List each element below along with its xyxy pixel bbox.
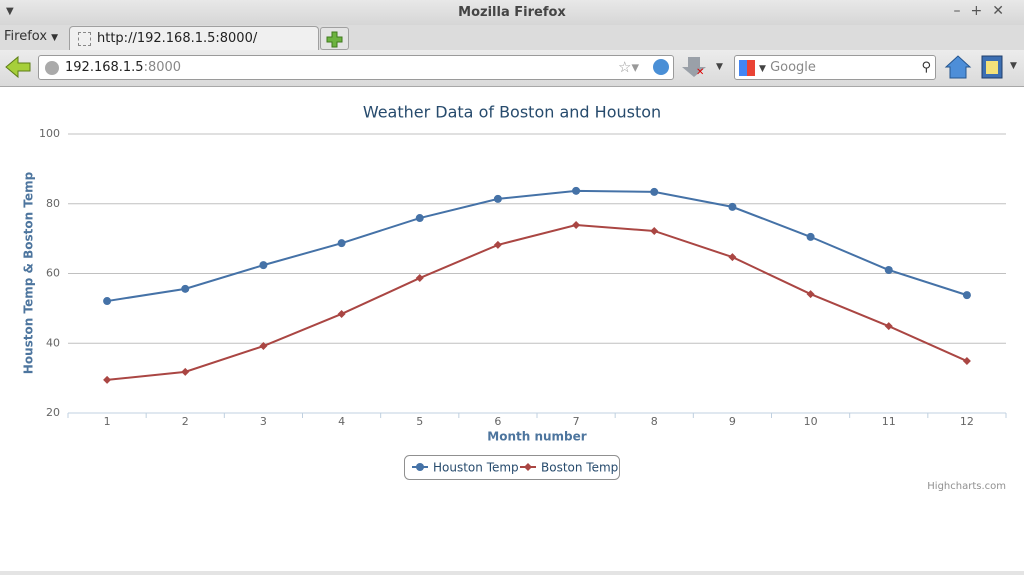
marker <box>181 284 190 293</box>
x-tick-label: 2 <box>182 415 189 428</box>
search-placeholder: Google <box>770 60 816 75</box>
x-tick-label: 10 <box>804 415 818 428</box>
marker <box>415 274 424 283</box>
x-tick-label: 11 <box>882 415 896 428</box>
search-button[interactable]: ⚲ <box>921 60 931 75</box>
marker <box>103 297 112 306</box>
browser-chrome: Mozilla Firefox ▼ –+✕ Firefox ▼ http://1… <box>0 0 1024 87</box>
y-tick-label: 20 <box>46 406 60 419</box>
svg-text:▼: ▼ <box>1010 61 1017 71</box>
marker <box>337 309 346 318</box>
marker <box>962 357 971 366</box>
favicon <box>78 31 91 46</box>
series-line <box>106 189 968 303</box>
url-port: :8000 <box>143 60 182 75</box>
marker <box>524 463 532 471</box>
tab[interactable]: http://192.168.1.5:8000/ <box>69 26 319 50</box>
x-tick-label: 4 <box>338 415 345 428</box>
y-tick-label: 60 <box>46 267 60 280</box>
plus-icon <box>326 31 343 48</box>
marker <box>884 322 893 331</box>
marker <box>650 187 659 196</box>
legend-item[interactable]: Houston Temp <box>412 461 519 475</box>
download-button[interactable]: ✕ ▼ <box>682 55 728 81</box>
marker <box>806 290 815 299</box>
x-tick-label: 5 <box>416 415 423 428</box>
site-icon <box>45 60 59 75</box>
marker <box>728 202 737 211</box>
legend: Houston Temp Boston Temp <box>404 455 620 480</box>
y-tick-label: 100 <box>39 127 60 140</box>
chart: Weather Data of Boston and Houston Houst… <box>22 103 1007 492</box>
marker <box>884 266 893 275</box>
x-tick-label: 7 <box>573 415 580 428</box>
x-tick-label: 3 <box>260 415 267 428</box>
x-axis-title: Month number <box>487 430 587 444</box>
marker <box>572 186 581 195</box>
x-tick-label: 12 <box>960 415 974 428</box>
search-engine-icon <box>739 59 755 76</box>
marker <box>181 367 190 376</box>
x-tick-label: 1 <box>104 415 111 428</box>
legend-item[interactable]: Boston Temp <box>520 461 618 475</box>
marker <box>650 226 659 235</box>
marker <box>259 261 268 270</box>
y-tick-label: 40 <box>46 336 60 349</box>
y-axis-title: Houston Temp & Boston Temp <box>22 171 36 374</box>
menu-label: Firefox <box>4 29 48 44</box>
marker <box>259 342 268 351</box>
marker <box>806 232 815 241</box>
chart-title: Weather Data of Boston and Houston <box>363 103 661 122</box>
window-title: Mozilla Firefox <box>0 0 1024 25</box>
marker <box>103 375 112 384</box>
window-controls[interactable]: –+✕ <box>953 3 1014 19</box>
marker <box>416 463 424 471</box>
x-tick-label: 9 <box>729 415 736 428</box>
bookmark-star[interactable]: ☆▾ <box>618 58 639 76</box>
status-edge <box>0 571 1024 575</box>
marker <box>493 240 502 249</box>
marker <box>572 221 581 230</box>
marker <box>415 214 424 223</box>
marker <box>728 253 737 262</box>
tab-title: http://192.168.1.5:8000/ <box>97 31 258 46</box>
legend-label: Houston Temp <box>433 461 519 475</box>
marker <box>337 239 346 248</box>
window-menu[interactable]: ▼ <box>6 6 14 17</box>
x-tick-label: 8 <box>651 415 658 428</box>
marker <box>493 194 502 203</box>
series-line <box>106 224 968 381</box>
legend-box <box>404 455 620 480</box>
url-host: 192.168.1.5 <box>65 60 144 75</box>
home-button[interactable] <box>944 54 972 80</box>
reload-button[interactable] <box>653 59 669 75</box>
legend-label: Boston Temp <box>541 461 618 475</box>
back-button[interactable] <box>4 55 32 79</box>
svg-text:▼: ▼ <box>716 62 723 72</box>
credits[interactable]: Highcharts.com <box>927 481 1006 492</box>
search-bar[interactable]: ▼ Google ⚲ <box>734 55 936 80</box>
y-tick-label: 80 <box>46 197 60 210</box>
new-tab-button[interactable] <box>320 27 349 50</box>
firefox-menu[interactable]: Firefox ▼ <box>4 29 59 44</box>
url-bar[interactable]: 192.168.1.5:8000 ☆▾ <box>38 55 674 80</box>
svg-text:✕: ✕ <box>696 67 704 78</box>
x-tick-label: 6 <box>494 415 501 428</box>
bookmarks-button[interactable]: ▼ <box>980 54 1020 80</box>
marker <box>962 291 971 300</box>
